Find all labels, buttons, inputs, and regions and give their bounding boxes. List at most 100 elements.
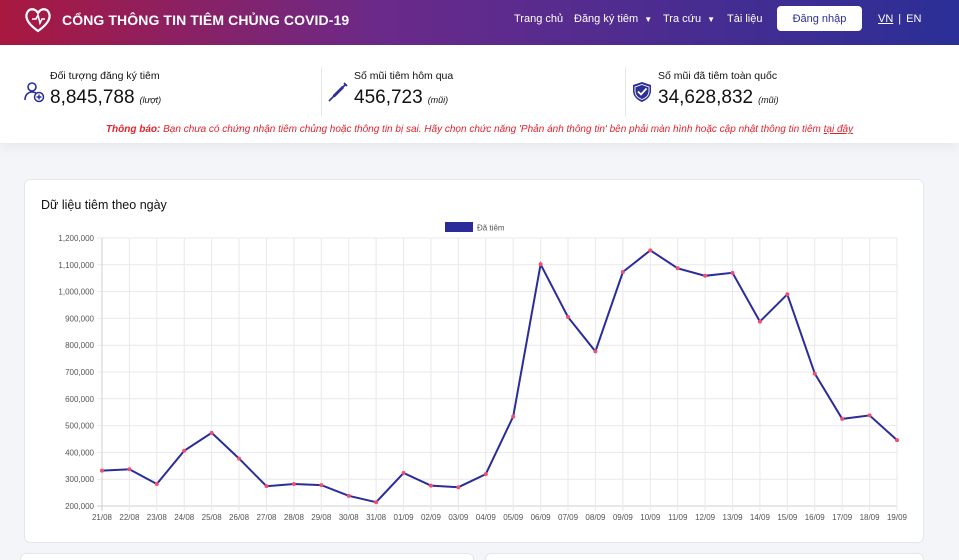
x-tick-label: 15/09 (777, 513, 798, 522)
x-tick-label: 27/08 (256, 513, 277, 522)
data-point[interactable] (319, 483, 324, 488)
stat-number: 34,628,832 (658, 87, 754, 108)
data-point[interactable] (867, 413, 872, 418)
user-add-icon (24, 82, 45, 103)
data-point[interactable] (785, 292, 790, 297)
x-tick-label: 02/09 (421, 513, 442, 522)
data-point[interactable] (895, 438, 899, 443)
login-button[interactable]: Đăng nhập (777, 6, 862, 31)
data-point[interactable] (483, 472, 488, 477)
data-point[interactable] (209, 430, 214, 435)
data-point[interactable] (237, 456, 242, 461)
data-point[interactable] (374, 500, 379, 505)
x-tick-label: 18/09 (860, 513, 881, 522)
data-point[interactable] (127, 467, 132, 472)
y-tick-label: 1,200,000 (58, 234, 94, 243)
data-point[interactable] (840, 416, 845, 421)
bottom-card-right (485, 553, 924, 560)
nav-lookup-label: Tra cứu (663, 13, 702, 25)
series-points (100, 248, 899, 505)
chart-grid (97, 237, 898, 511)
language-switcher: VN | EN (878, 13, 921, 25)
x-tick-label: 29/08 (311, 513, 332, 522)
x-tick-label: 17/09 (832, 513, 853, 522)
stat-value: 34,628,832 (mũi) (658, 87, 779, 109)
x-tick-label: 06/09 (531, 513, 552, 522)
y-tick-label: 400,000 (65, 448, 94, 457)
nav-lookup[interactable]: Tra cứu ▼ (663, 13, 715, 25)
x-tick-label: 05/09 (503, 513, 524, 522)
nav-register-label: Đăng ký tiêm (574, 13, 639, 25)
chevron-down-icon: ▼ (644, 14, 653, 24)
stat-total: Số mũi đã tiêm toàn quốc 34,628,832 (mũi) (626, 65, 929, 117)
lang-separator: | (898, 13, 902, 25)
lang-vn[interactable]: VN (878, 13, 894, 25)
shield-check-icon (633, 82, 651, 102)
data-point[interactable] (401, 471, 406, 476)
notice-link[interactable]: tại đây (823, 124, 854, 135)
stat-label: Đối tượng đăng ký tiêm (50, 70, 160, 82)
data-point[interactable] (757, 319, 762, 324)
data-point[interactable] (428, 483, 433, 488)
stat-label: Số mũi đã tiêm toàn quốc (658, 70, 778, 82)
data-point[interactable] (593, 349, 598, 354)
data-point[interactable] (812, 371, 817, 376)
data-point[interactable] (264, 484, 269, 489)
data-point[interactable] (456, 485, 461, 490)
nav-home[interactable]: Trang chủ (514, 13, 563, 25)
x-tick-label: 10/09 (640, 513, 661, 522)
data-point[interactable] (675, 266, 680, 271)
daily-vaccination-chart: 200,000 300,000 400,000 500,000 600,000 700,0… (58, 222, 908, 522)
x-tick-label: 28/08 (284, 513, 305, 522)
y-tick-label: 300,000 (65, 475, 94, 484)
x-tick-label: 25/08 (202, 513, 223, 522)
y-tick-label: 1,100,000 (58, 261, 94, 270)
x-tick-label: 03/09 (448, 513, 469, 522)
stat-unit: (mũi) (427, 95, 449, 105)
x-tick-label: 13/09 (723, 513, 744, 522)
stat-value: 456,723 (mũi) (354, 87, 448, 109)
x-tick-label: 11/09 (668, 513, 688, 522)
data-point[interactable] (182, 448, 187, 453)
chart-legend[interactable]: Đã tiêm (445, 222, 505, 233)
data-point[interactable] (648, 248, 653, 253)
data-point[interactable] (511, 414, 516, 419)
nav-docs[interactable]: Tài liệu (727, 13, 762, 25)
data-point[interactable] (730, 270, 735, 275)
data-point[interactable] (100, 468, 104, 473)
y-tick-label: 600,000 (65, 395, 94, 404)
stat-registered: Đối tượng đăng ký tiêm 8,845,788 (lượt) (18, 65, 321, 117)
portal-title[interactable]: CỔNG THÔNG TIN TIÊM CHỦNG COVID-19 (62, 12, 350, 28)
divider (625, 67, 626, 117)
legend-label: Đã tiêm (477, 224, 505, 233)
y-tick-label: 1,000,000 (58, 288, 94, 297)
stats-row: Đối tượng đăng ký tiêm 8,845,788 (lượt) S… (18, 65, 929, 117)
x-tick-label: 22/08 (119, 513, 140, 522)
stat-number: 8,845,788 (50, 87, 135, 108)
divider (321, 67, 322, 117)
x-tick-label: 08/09 (585, 513, 606, 522)
syringe-icon (328, 82, 348, 102)
notice-prefix: Thông báo: (105, 124, 161, 135)
x-tick-label: 16/09 (805, 513, 826, 522)
y-tick-label: 800,000 (65, 341, 94, 350)
data-point[interactable] (154, 482, 159, 487)
stat-label: Số mũi tiêm hôm qua (354, 70, 454, 82)
data-point[interactable] (291, 482, 296, 487)
notice-text: Bạn chưa có chứng nhận tiêm chủng hoặc t… (160, 124, 824, 135)
data-point[interactable] (703, 273, 708, 278)
nav-home-label: Trang chủ (514, 13, 564, 25)
nav-register[interactable]: Đăng ký tiêm ▼ (574, 13, 652, 25)
series-line (101, 249, 898, 504)
data-point[interactable] (538, 262, 543, 267)
covid-heart-logo-icon[interactable] (24, 6, 52, 34)
y-tick-label: 900,000 (65, 314, 94, 323)
stat-number: 456,723 (354, 87, 423, 108)
x-tick-label: 09/09 (613, 513, 634, 522)
x-tick-label: 12/09 (695, 513, 716, 522)
data-point[interactable] (620, 270, 625, 275)
data-point[interactable] (346, 493, 351, 498)
data-point[interactable] (566, 315, 571, 320)
lang-en[interactable]: EN (906, 13, 922, 25)
nav-docs-label: Tài liệu (727, 13, 763, 25)
